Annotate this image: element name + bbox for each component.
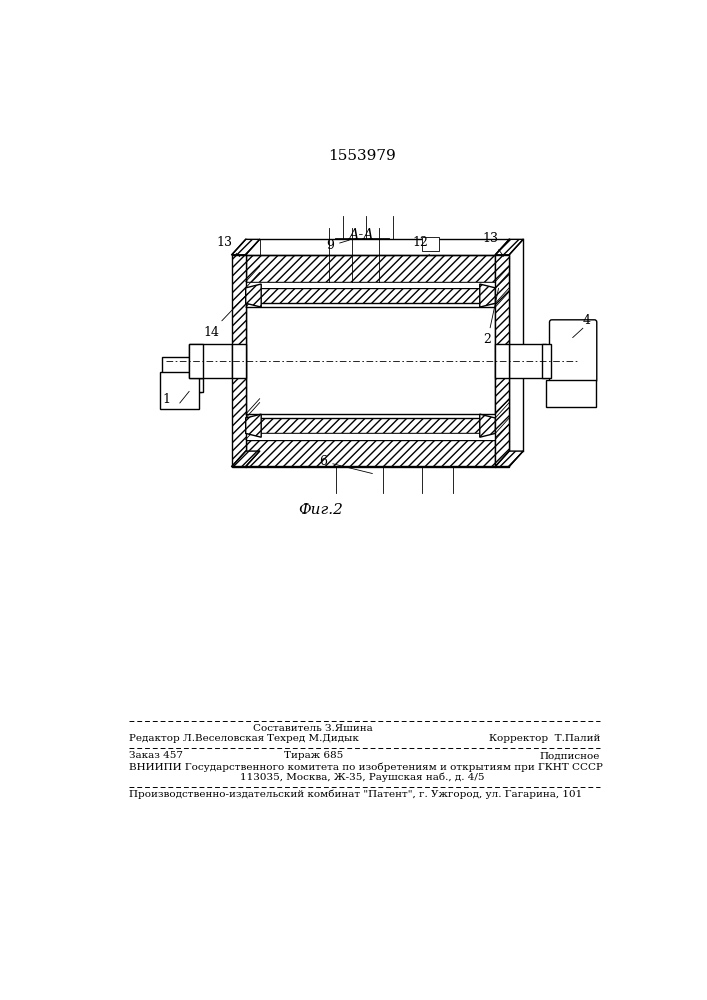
Bar [246,255,495,282]
Bar [232,255,246,466]
Text: 6: 6 [320,455,373,474]
Bar [495,255,509,466]
Bar [192,378,203,392]
Polygon shape [246,284,261,307]
Polygon shape [480,414,495,437]
Text: 2: 2 [484,288,498,346]
Bar [246,440,495,466]
Text: Заказ 457: Заказ 457 [129,751,182,760]
Bar [495,255,509,466]
Bar [246,418,495,433]
Bar [162,357,201,392]
Bar [246,433,495,440]
Bar [189,344,203,378]
Bar [542,344,551,378]
Text: 9: 9 [327,239,349,252]
Text: Корректор  Т.Палий: Корректор Т.Палий [489,734,600,743]
Text: Составитель З.Яшина: Составитель З.Яшина [253,724,373,733]
Text: 13: 13 [216,236,240,257]
Text: 12: 12 [412,236,429,255]
Bar [246,440,495,466]
Bar [232,255,246,466]
Text: Редактор Л.Веселовская: Редактор Л.Веселовская [129,734,264,743]
Text: А-А: А-А [349,228,375,242]
Bar [509,344,546,378]
Bar [246,288,495,303]
Text: 1: 1 [162,393,170,406]
Polygon shape [232,239,259,255]
Text: 4: 4 [583,314,591,327]
Bar [160,372,199,409]
Bar [246,255,495,282]
Text: Техред М.Дидык: Техред М.Дидык [267,734,359,743]
Text: Подписное: Подписное [539,751,600,760]
Text: 14: 14 [203,294,247,339]
Polygon shape [246,414,261,437]
Bar [232,344,246,378]
Text: Тираж 685: Тираж 685 [284,751,343,760]
Polygon shape [232,451,259,466]
Bar [246,307,495,414]
Bar [421,237,438,251]
Polygon shape [495,239,523,255]
Polygon shape [480,284,495,307]
Text: Фиг.2: Фиг.2 [298,503,344,517]
Bar [495,344,509,378]
Bar [246,418,495,433]
Text: 1553979: 1553979 [328,149,396,163]
Text: 13: 13 [482,232,503,256]
Text: Производственно-издательский комбинат "Патент", г. Ужгород, ул. Гагарина, 101: Производственно-издательский комбинат "П… [129,790,582,799]
Text: 113035, Москва, Ж-35, Раушская наб., д. 4/5: 113035, Москва, Ж-35, Раушская наб., д. … [240,773,484,782]
Bar [246,288,495,303]
Bar [546,380,596,407]
Text: ВНИИПИ Государственного комитета по изобретениям и открытиям при ГКНТ СССР: ВНИИПИ Государственного комитета по изоб… [129,762,602,772]
FancyBboxPatch shape [549,320,597,382]
Bar [189,344,232,378]
Polygon shape [495,451,523,466]
Bar [246,282,495,288]
